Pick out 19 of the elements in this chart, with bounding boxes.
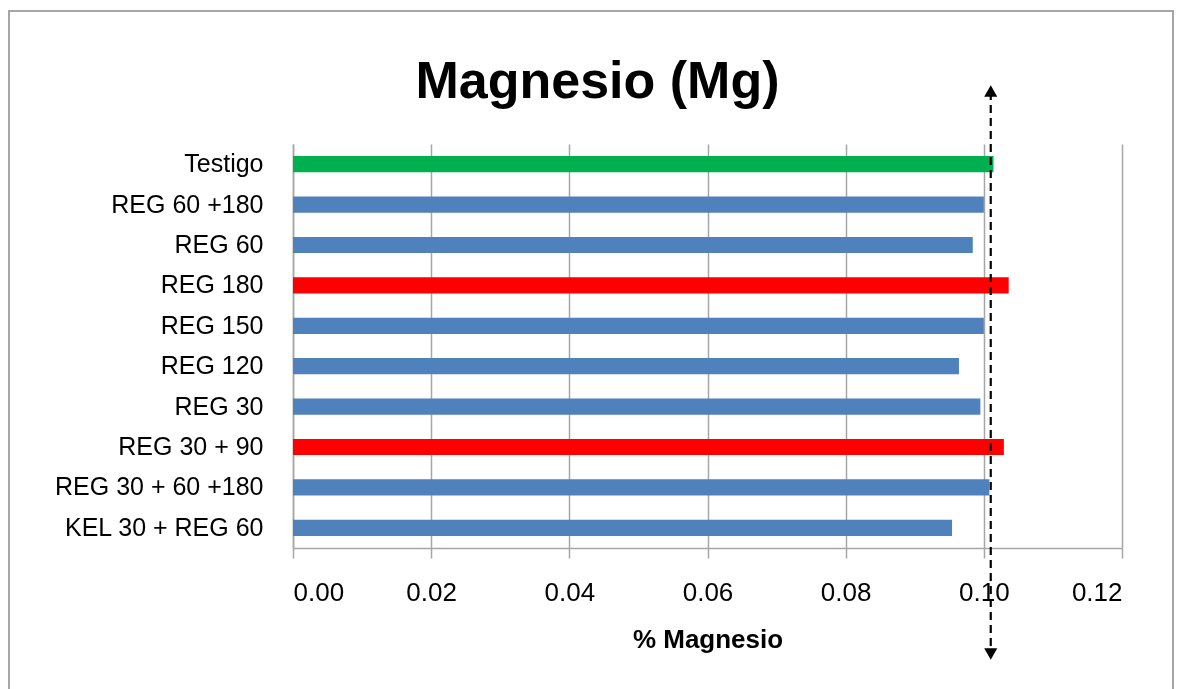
x-tick-label: 0.06	[682, 576, 734, 607]
y-tick-label: REG 120	[160, 351, 264, 380]
y-tick-label: REG 30 + 60 +180	[55, 472, 264, 501]
chart-title: Magnesio (Mg)	[415, 51, 780, 110]
x-tick-label: 0.08	[820, 576, 872, 607]
y-tick-label: REG 60	[174, 230, 264, 258]
x-tick-label: 0.02	[406, 576, 457, 607]
y-tick-label: REG 30	[174, 391, 264, 420]
x-tick-label: 0.04	[544, 576, 596, 607]
y-tick-label: REG 180	[160, 270, 264, 299]
y-tick-label: KEL 30 + REG 60	[65, 512, 264, 541]
y-tick-label: REG 60 +180	[111, 189, 264, 218]
y-tick-label: REG 30 + 90	[118, 432, 264, 460]
x-axis-title: % Magnesio	[632, 623, 784, 654]
x-tick-label: 0.12	[1071, 576, 1123, 607]
x-tick-label: 0.10	[959, 576, 1010, 607]
x-tick-label: 0.00	[293, 576, 345, 607]
y-tick-label: REG 150	[160, 310, 264, 339]
y-tick-label: Testigo	[184, 149, 264, 178]
